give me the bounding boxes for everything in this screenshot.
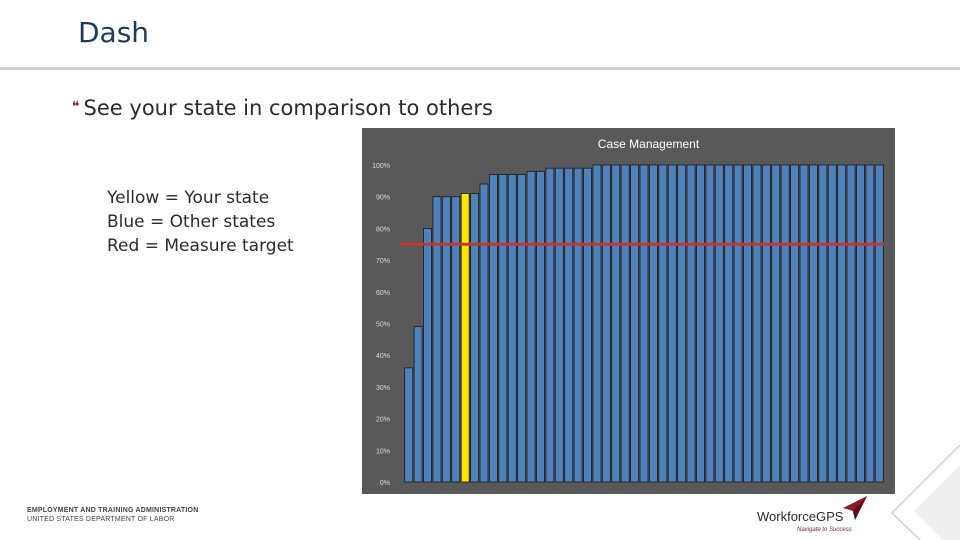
bar — [630, 164, 639, 483]
bullet-text: See your state in comparison to others — [83, 96, 493, 120]
paper-plane-icon — [843, 496, 867, 520]
y-tick-label: 60% — [376, 290, 390, 297]
org-line-1: EMPLOYMENT AND TRAINING ADMINISTRATION — [27, 507, 199, 514]
bar — [818, 164, 828, 483]
y-tick-label: 0% — [380, 480, 390, 487]
bar — [583, 167, 592, 483]
y-tick-label: 30% — [376, 385, 390, 392]
bar — [545, 167, 555, 483]
bar — [874, 164, 884, 483]
bar — [639, 164, 649, 483]
y-tick-label: 70% — [376, 258, 390, 265]
bar — [658, 164, 668, 483]
bar — [856, 164, 865, 483]
bar — [620, 164, 630, 483]
highlight-bar — [460, 193, 470, 483]
bar — [470, 193, 479, 483]
y-tick-label: 90% — [376, 195, 390, 202]
title-divider — [0, 67, 960, 70]
bar — [404, 367, 414, 483]
workforcegps-logo: WorkforceGPS Navigate to Success — [757, 496, 867, 536]
bar — [479, 183, 489, 483]
bar — [611, 164, 621, 483]
bar — [865, 164, 875, 483]
bar — [809, 164, 818, 483]
y-tick-label: 40% — [376, 353, 390, 360]
bar — [423, 228, 432, 483]
corner-decoration-bottom — [890, 445, 960, 540]
case-management-chart: Case Management 0% 10% 20% 30% 40% 50% 60% 70% 80… — [362, 128, 895, 494]
legend-yellow: Yellow = Your state — [107, 188, 270, 208]
org-line-2: UNITED STATES DEPARTMENT OF LABOR — [27, 516, 175, 523]
bar — [837, 164, 847, 483]
bar — [564, 167, 574, 483]
bar — [592, 164, 602, 483]
legend-red: Red = Measure target — [107, 236, 294, 256]
dol-footer: EMPLOYMENT AND TRAINING ADMINISTRATION U… — [27, 506, 198, 524]
y-tick-label: 80% — [376, 226, 390, 233]
bar — [827, 164, 837, 483]
bar — [761, 164, 771, 483]
bullet-icon: ❝ — [72, 99, 80, 115]
bar — [724, 164, 734, 483]
bar — [526, 170, 536, 483]
bar — [696, 164, 705, 483]
bar — [441, 196, 451, 483]
bar — [677, 164, 687, 483]
legend-text: Yellow = Your state Blue = Other states … — [107, 186, 294, 258]
bar — [432, 196, 442, 483]
bar — [752, 164, 762, 483]
bar — [780, 164, 790, 483]
bullet-item: ❝ See your state in comparison to others — [72, 96, 493, 120]
y-tick-label: 50% — [376, 322, 390, 329]
bar — [799, 164, 809, 483]
bar — [649, 164, 658, 483]
bar — [733, 164, 743, 483]
bar — [714, 164, 724, 483]
bar — [846, 164, 856, 483]
legend-blue: Blue = Other states — [107, 212, 276, 232]
bar — [601, 164, 611, 483]
bar — [517, 174, 527, 483]
bar — [686, 164, 696, 483]
bar — [507, 174, 517, 483]
bar — [451, 196, 461, 483]
bar — [413, 326, 423, 483]
logo-tagline: Navigate to Success — [797, 527, 852, 533]
y-tick-label: 100% — [372, 163, 390, 170]
bar — [771, 164, 781, 483]
bar — [573, 167, 583, 483]
y-tick-label: 20% — [376, 417, 390, 424]
bar — [667, 164, 677, 483]
bar — [743, 164, 752, 483]
chart-title: Case Management — [598, 137, 700, 151]
bar — [498, 174, 508, 483]
page-title: Dash — [78, 16, 150, 49]
bar — [705, 164, 715, 483]
bar — [554, 167, 564, 483]
bar — [536, 170, 545, 483]
bar — [489, 174, 498, 483]
bar — [790, 164, 799, 483]
logo-text: WorkforceGPS — [757, 509, 844, 524]
y-tick-label: 10% — [376, 448, 390, 455]
